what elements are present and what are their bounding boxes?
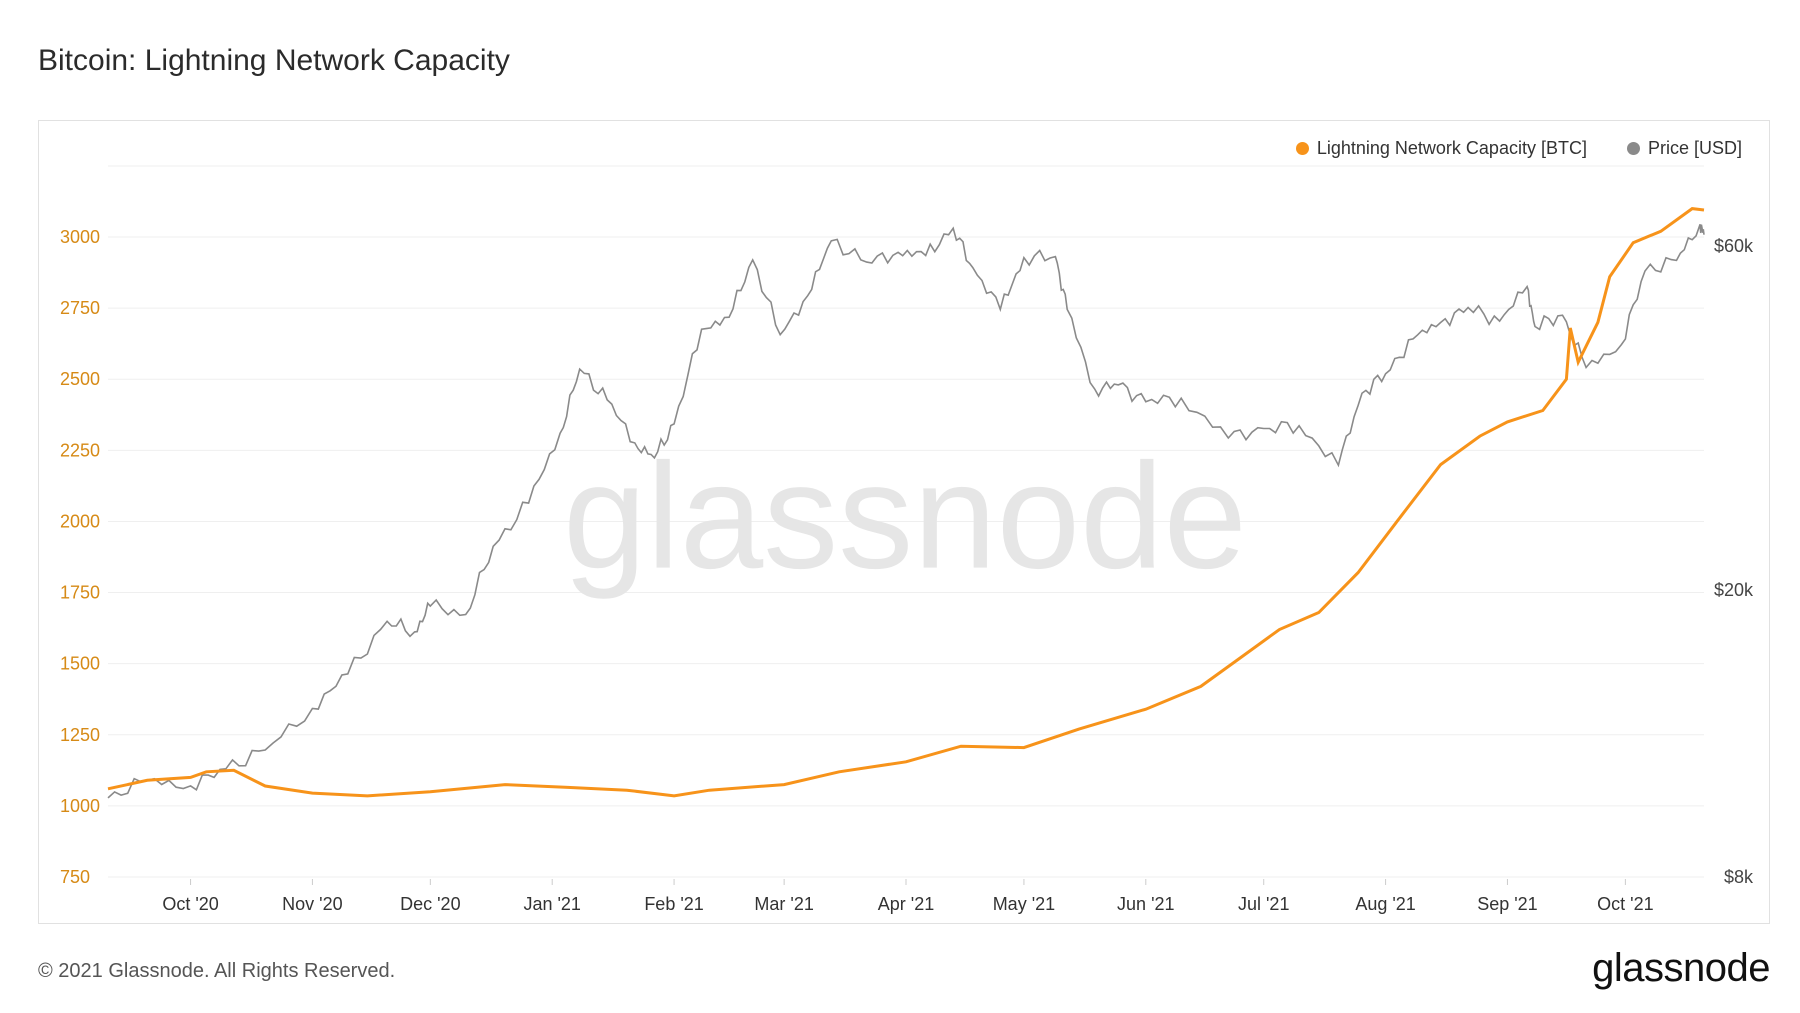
legend-item-price[interactable]: Price [USD] <box>1626 138 1742 159</box>
x-tick-label: Sep '21 <box>1477 894 1538 914</box>
legend-label-capacity: Lightning Network Capacity [BTC] <box>1316 138 1587 158</box>
capacity-dot-icon <box>1295 142 1309 155</box>
grid-lines <box>108 165 1704 878</box>
x-tick-label: Jun '21 <box>1117 894 1174 914</box>
chart-frame <box>38 120 1770 924</box>
x-axis: Oct '20 Nov '20 Dec '20 Jan '21 Feb '21 Mar '… <box>162 879 1654 914</box>
legend-label-price: Price [USD] <box>1647 138 1742 158</box>
legend: Lightning Network Capacity [BTC] Price [… <box>1295 138 1742 159</box>
y-left-tick-label: 1250 <box>60 725 100 745</box>
y-left-tick-label: 2500 <box>60 369 100 389</box>
y-left-tick-label: 3000 <box>60 227 100 247</box>
y-left-tick-label: 2750 <box>60 298 100 318</box>
x-tick-label: Dec '20 <box>400 894 460 914</box>
x-tick-label: May '21 <box>993 894 1055 914</box>
x-tick-label: Oct '21 <box>1597 894 1653 914</box>
x-tick-label: Feb '21 <box>644 894 703 914</box>
y-left-tick-label: 2000 <box>60 511 100 531</box>
x-tick-label: Jan '21 <box>523 894 580 914</box>
y-left-tick-label: 1750 <box>60 583 100 603</box>
y-left-tick-label: 2250 <box>60 440 100 460</box>
y-axis-left: 3000 2750 2500 2250 2000 1750 1500 1250 1000 750 <box>60 227 100 887</box>
y-axis-right: $60k $20k $8k <box>1714 236 1754 887</box>
brand-logo: glassnode <box>1592 946 1770 990</box>
copyright-text: © 2021 Glassnode. All Rights Reserved. <box>38 960 396 982</box>
y-right-tick-label: $20k <box>1714 580 1754 600</box>
legend-item-capacity[interactable]: Lightning Network Capacity [BTC] <box>1295 138 1587 159</box>
x-tick-label: Aug '21 <box>1355 894 1416 914</box>
y-right-tick-label: $60k <box>1714 236 1754 256</box>
price-dot-icon <box>1626 142 1640 155</box>
x-tick-label: Mar '21 <box>754 894 813 914</box>
x-tick-label: Nov '20 <box>282 894 342 914</box>
page-title: Bitcoin: Lightning Network Capacity <box>38 44 510 77</box>
y-left-tick-label: 1500 <box>60 654 100 674</box>
price-series-line <box>107 224 1705 799</box>
x-tick-label: Oct '20 <box>162 894 218 914</box>
capacity-series-line <box>107 207 1705 798</box>
y-left-tick-label: 750 <box>60 867 90 887</box>
x-tick-label: Apr '21 <box>878 894 934 914</box>
watermark: glassnode <box>563 432 1247 600</box>
y-right-tick-label: $8k <box>1724 867 1754 887</box>
x-tick-label: Jul '21 <box>1238 894 1289 914</box>
y-left-tick-label: 1000 <box>60 796 100 816</box>
